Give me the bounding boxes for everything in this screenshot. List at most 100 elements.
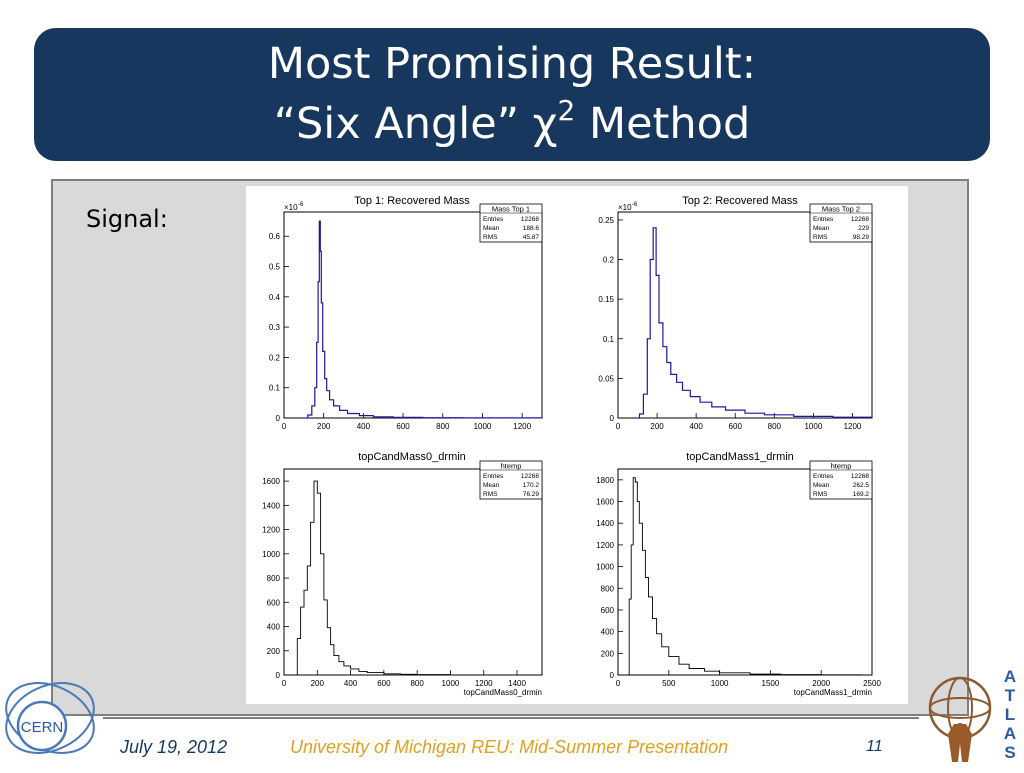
stats-row-label: Entries [483,216,504,223]
stats-row-label: RMS [483,491,498,498]
stats-box [479,460,543,500]
x-tick-label: 2500 [863,679,881,688]
stats-row-label: Entries [813,473,834,480]
y-tick-label: 200 [267,647,281,656]
stats-row-value: 98.29 [853,234,870,241]
x-tick-label: 2000 [812,679,830,688]
x-tick-label: 800 [436,422,450,431]
histogram-line [294,480,501,676]
y-exponent: -6 [632,202,638,208]
y-tick-label: 0.15 [598,295,614,304]
x-tick-label: 400 [357,422,371,431]
stats-row-value: 12268 [851,473,869,480]
plot-frame [617,468,873,676]
y-tick-label: 400 [601,628,615,637]
title-line2-post: Method [575,99,751,149]
y-exponent: -6 [298,202,304,208]
footer-date: July 19, 2012 [120,737,228,757]
histogram-line [635,227,873,419]
atlas-letter: A [1004,667,1016,686]
histogram-line [626,477,863,676]
x-tick-label: 0 [616,422,621,431]
x-tick-label: 600 [396,422,410,431]
y-tick-label: 0.2 [603,256,615,265]
title-superscript: 2 [557,94,576,127]
histogram-grid: Top 1: Recovered Mass 0 200 400 600 800 1000 12… [262,195,881,697]
x-tick-label: 400 [344,679,358,688]
x-tick-label: 0 [616,679,621,688]
x-tick-label: 1200 [475,679,493,688]
stats-box-name: Mass Top 1 [492,205,530,214]
slide-title-line2: “Six Angle” χ2 Method [34,94,990,154]
atlas-letter: T [1005,686,1016,705]
stats-row-label: Entries [813,216,834,223]
stats-row-label: RMS [483,234,498,241]
y-tick-label: 1600 [596,498,614,507]
y-tick-label: 200 [601,649,615,658]
histogram-title: topCandMass0_drmin [358,451,466,463]
y-exponent-label: ×10 [618,203,632,212]
x-tick-label: 0 [282,679,287,688]
slide-title-box: Most Promising Result: “Six Angle” χ2 Me… [34,28,990,161]
x-tick-label: 1000 [474,422,492,431]
y-tick-label: 1800 [596,476,614,485]
x-tick-label: 400 [689,422,703,431]
x-tick-label: 0 [282,422,287,431]
x-axis-title: topCandMass0_drmin [464,688,542,697]
y-tick-label: 0.1 [603,335,615,344]
stats-row-label: Mean [483,225,500,232]
stats-row-label: Entries [483,473,504,480]
x-tick-label: 1000 [804,422,822,431]
stats-row-value: 45.87 [523,234,540,241]
y-tick-label: 1600 [262,477,280,486]
histogram-panel: Top 1: Recovered Mass 0 200 400 600 800 1000 12… [246,186,908,704]
cern-logo-graphic: CERN [5,682,95,754]
x-tick-label: 600 [377,679,391,688]
y-tick-label: 1000 [262,550,280,559]
y-tick-label: 1400 [596,519,614,528]
y-tick-label: 1400 [262,501,280,510]
stats-row-value: 76.29 [523,491,540,498]
y-tick-label: 1200 [596,541,614,550]
y-tick-label: 1000 [596,563,614,572]
y-tick-label: 800 [601,584,615,593]
stats-row-value: 169.2 [853,491,870,498]
y-tick-label: 0.25 [598,216,614,225]
plot-frame [617,211,873,419]
y-tick-label: 800 [267,574,281,583]
x-tick-label: 1200 [513,422,531,431]
y-tick-label: 0 [276,414,281,423]
histogram-title: Top 1: Recovered Mass [354,195,470,207]
stats-row-value: 12268 [521,473,539,480]
footer-divider [103,717,919,719]
histogram-line [303,220,543,419]
atlas-letter: A [1004,724,1016,743]
atlas-letter: L [1005,705,1015,724]
cern-logo-text: CERN [21,719,64,736]
y-tick-label: 1200 [262,526,280,535]
stats-box-name: htemp [831,462,852,471]
stats-box-name: Mass Top 2 [822,205,860,214]
y-tick-label: 0.05 [598,374,614,383]
slide-number: 11 [866,738,883,755]
x-tick-label: 1400 [508,679,526,688]
x-tick-label: 800 [410,679,424,688]
y-tick-label: 0.6 [269,232,281,241]
x-tick-label: 800 [768,422,782,431]
y-tick-label: 0 [610,671,615,680]
x-tick-label: 500 [662,679,676,688]
x-tick-label: 600 [729,422,743,431]
x-tick-label: 200 [650,422,664,431]
stats-row-value: 170.2 [523,482,540,489]
stats-row-label: Mean [483,482,500,489]
y-tick-label: 600 [267,598,281,607]
y-tick-label: 400 [267,623,281,632]
footer-presentation-title: University of Michigan REU: Mid-Summer P… [290,737,729,757]
y-tick-label: 0.1 [269,384,281,393]
y-tick-label: 0 [610,414,615,423]
x-tick-label: 200 [317,422,331,431]
stats-row-value: 262.5 [853,482,870,489]
plot-frame [283,468,543,676]
